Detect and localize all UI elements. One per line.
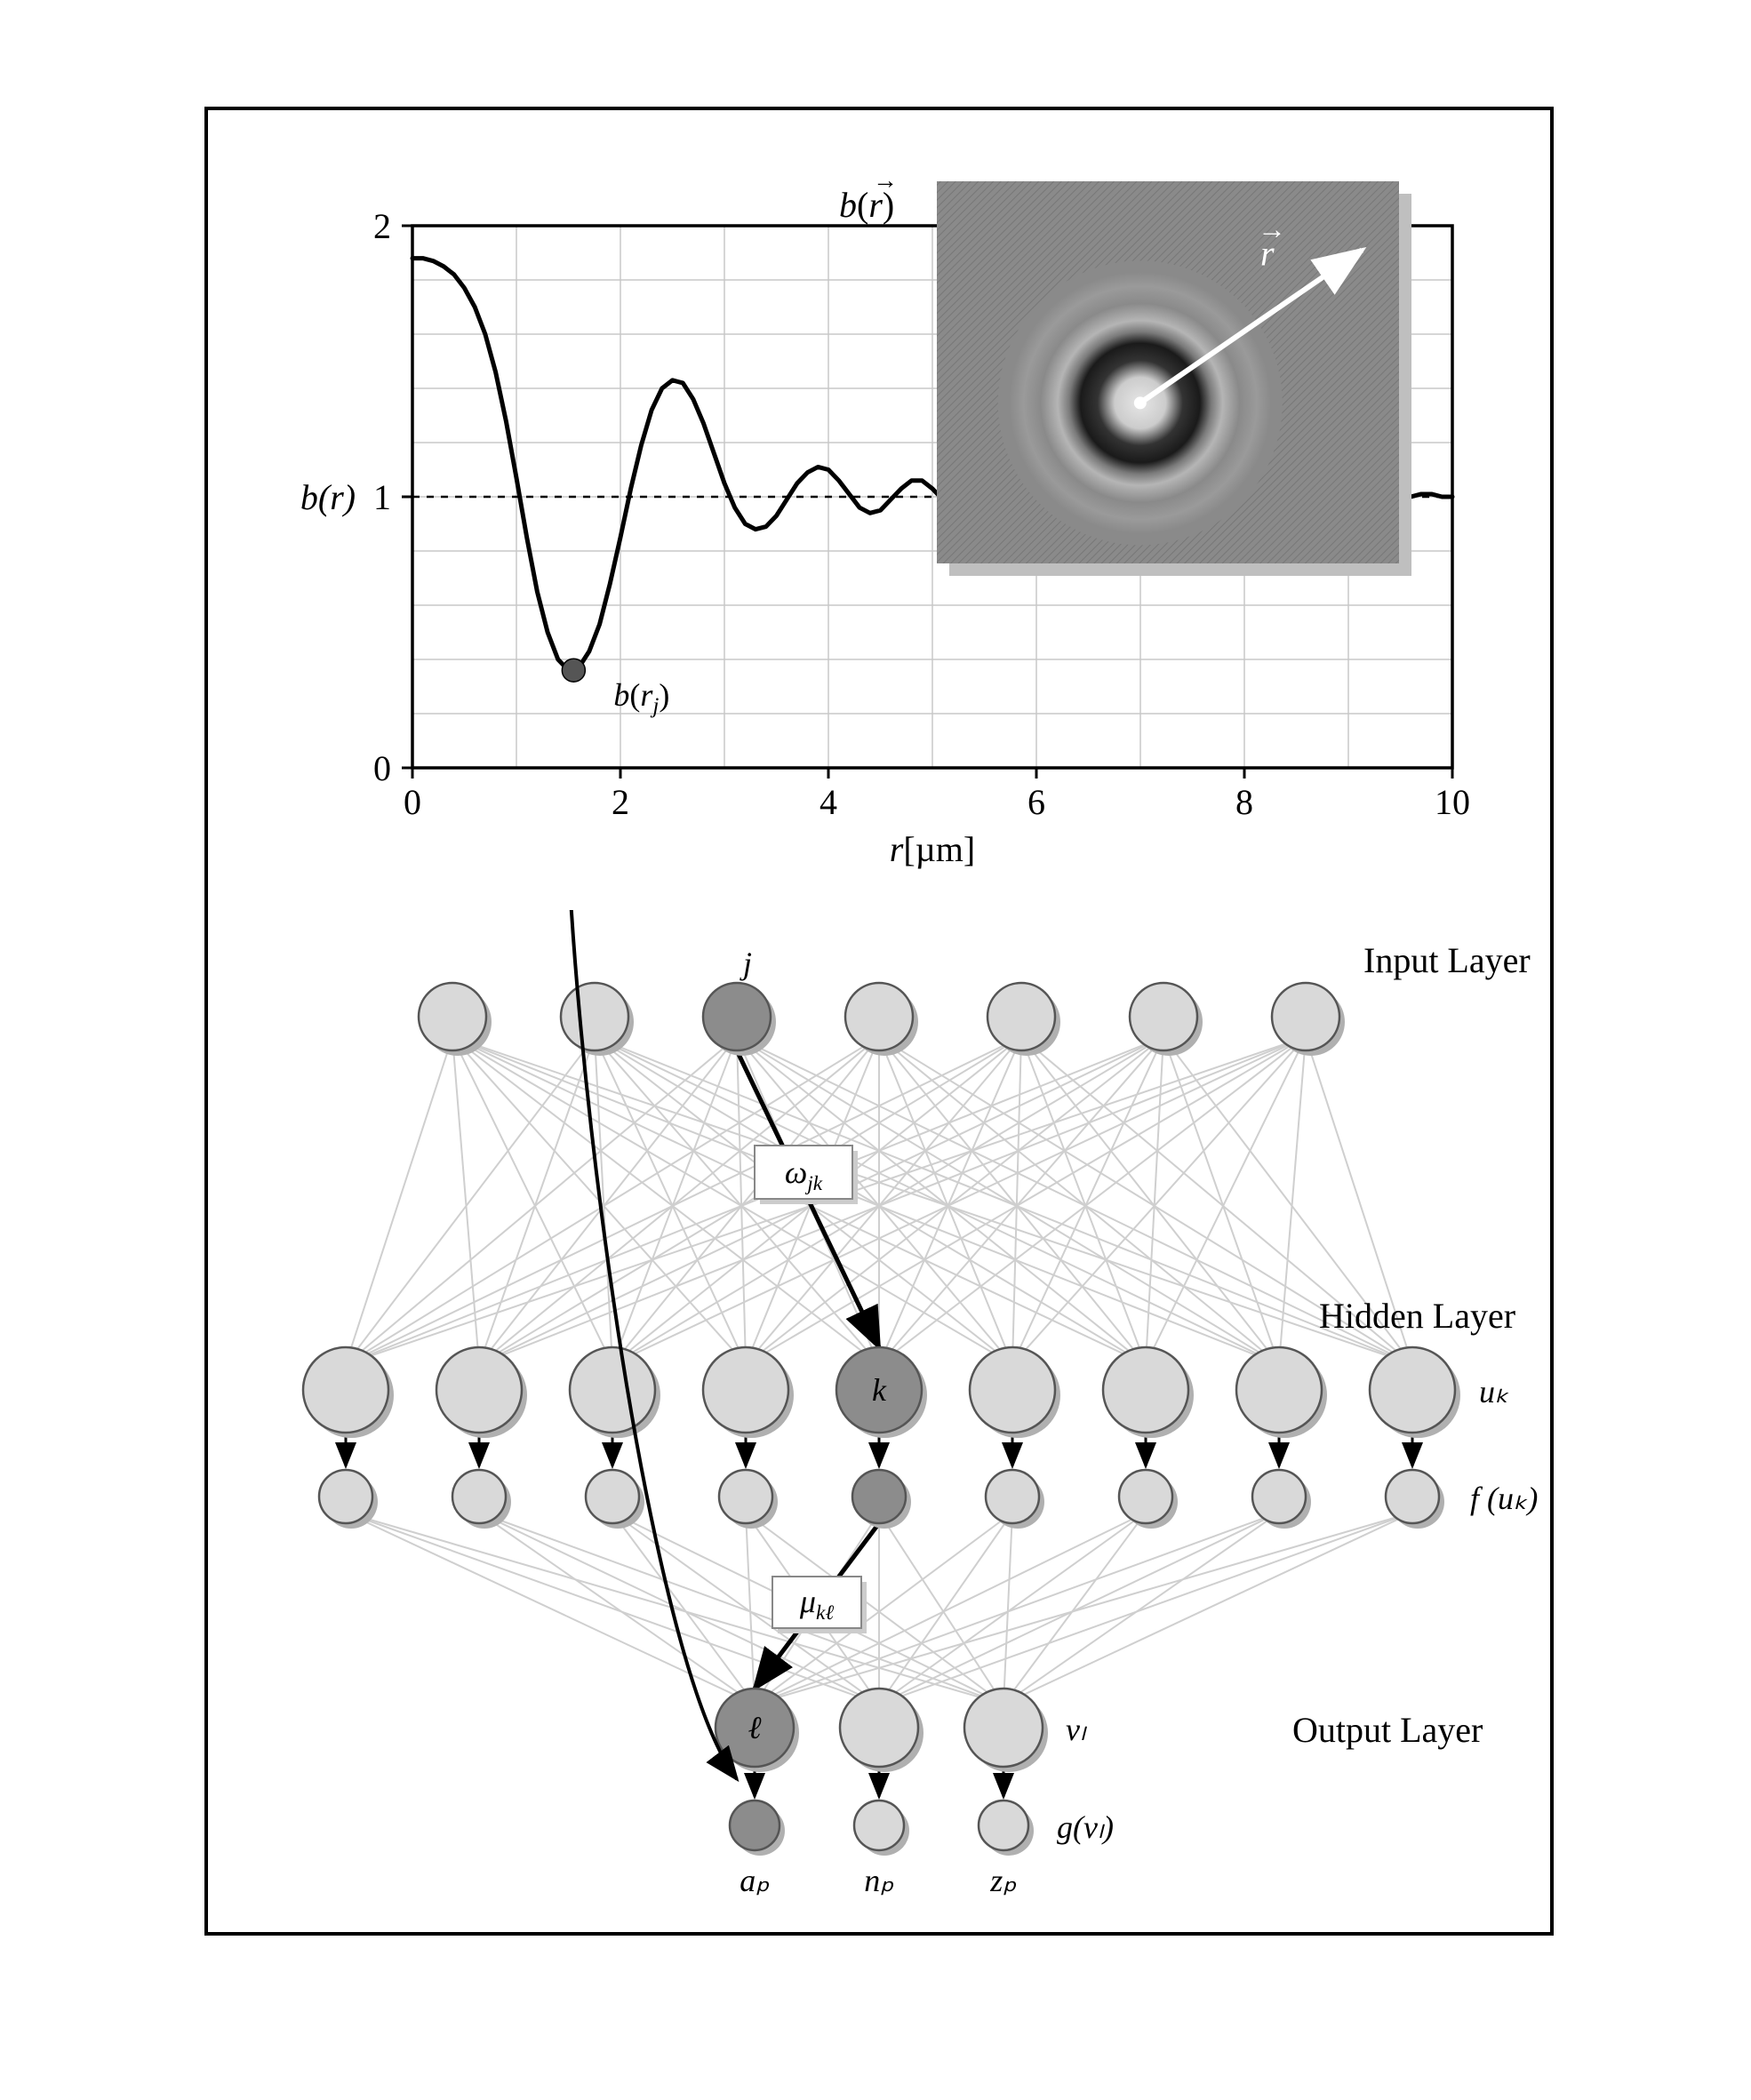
hidden-activation-node bbox=[319, 1470, 372, 1523]
gvl-label: g(vₗ) bbox=[1057, 1809, 1114, 1845]
xtick-label: 4 bbox=[820, 782, 837, 822]
output-activation-node bbox=[854, 1801, 904, 1850]
input-node bbox=[561, 983, 628, 1050]
hidden-activation-node bbox=[986, 1470, 1039, 1523]
uk-label: uₖ bbox=[1479, 1374, 1509, 1409]
output-layer-title: Output Layer bbox=[1292, 1710, 1483, 1750]
output-param-label: nₚ bbox=[864, 1863, 894, 1898]
xtick-label: 6 bbox=[1027, 782, 1045, 822]
hidden-activation-node bbox=[1119, 1470, 1172, 1523]
hidden-node bbox=[1236, 1347, 1322, 1433]
xtick-label: 0 bbox=[404, 782, 421, 822]
hidden-node bbox=[1103, 1347, 1188, 1433]
network-region: ωjkμkℓjkℓuₖf (uₖ)vₗg(vₗ)aₚnₚzₚInput Laye… bbox=[208, 910, 1550, 1932]
output-param-label: zₚ bbox=[989, 1863, 1017, 1898]
hidden-activation-node bbox=[452, 1470, 506, 1523]
hidden-layer-title: Hidden Layer bbox=[1319, 1296, 1515, 1336]
hidden-activation-node bbox=[1252, 1470, 1306, 1523]
input-node bbox=[1130, 983, 1197, 1050]
hidden-activation-node bbox=[852, 1470, 906, 1523]
output-node bbox=[840, 1689, 918, 1767]
input-layer-title: Input Layer bbox=[1363, 940, 1531, 980]
output-activation-node bbox=[730, 1801, 780, 1850]
sample-point-label: b(rj) bbox=[613, 677, 669, 718]
index-label-k: k bbox=[872, 1372, 887, 1408]
xtick-label: 8 bbox=[1235, 782, 1253, 822]
input-node bbox=[703, 983, 771, 1050]
hidden-activation-node bbox=[719, 1470, 772, 1523]
figure-frame: 0246810012b(r)r[µm]b(rj)r→b(r)→ ωjkμkℓjk… bbox=[204, 107, 1554, 1936]
input-node bbox=[419, 983, 486, 1050]
x-axis-label: r[µm] bbox=[890, 829, 975, 869]
r-vector-arrow-glyph: → bbox=[1258, 213, 1286, 245]
hidden-activation-node bbox=[586, 1470, 639, 1523]
input-node bbox=[987, 983, 1055, 1050]
chart-region: 0246810012b(r)r[µm]b(rj)r→b(r)→ bbox=[279, 164, 1479, 883]
ytick-label: 1 bbox=[373, 477, 391, 517]
hidden-activation-node bbox=[1386, 1470, 1439, 1523]
vl-label: vₗ bbox=[1066, 1712, 1088, 1747]
output-node bbox=[964, 1689, 1043, 1767]
hidden-node bbox=[703, 1347, 788, 1433]
hidden-node bbox=[570, 1347, 655, 1433]
input-node bbox=[1272, 983, 1339, 1050]
y-axis-label: b(r) bbox=[300, 477, 356, 517]
svg-text:→: → bbox=[873, 167, 898, 195]
output-activation-node bbox=[979, 1801, 1028, 1850]
xtick-label: 2 bbox=[612, 782, 629, 822]
index-label-j: j bbox=[740, 946, 752, 981]
output-param-label: aₚ bbox=[740, 1863, 770, 1898]
fuk-label: f (uₖ) bbox=[1470, 1481, 1538, 1516]
hidden-node bbox=[303, 1347, 388, 1433]
hidden-node bbox=[970, 1347, 1055, 1433]
input-node bbox=[845, 983, 913, 1050]
hidden-node bbox=[436, 1347, 522, 1433]
xtick-label: 10 bbox=[1435, 782, 1470, 822]
ytick-label: 2 bbox=[373, 206, 391, 246]
index-label-l: ℓ bbox=[748, 1710, 762, 1745]
ytick-label: 0 bbox=[373, 748, 391, 788]
hidden-node bbox=[1370, 1347, 1455, 1433]
sample-point-marker bbox=[562, 659, 585, 682]
